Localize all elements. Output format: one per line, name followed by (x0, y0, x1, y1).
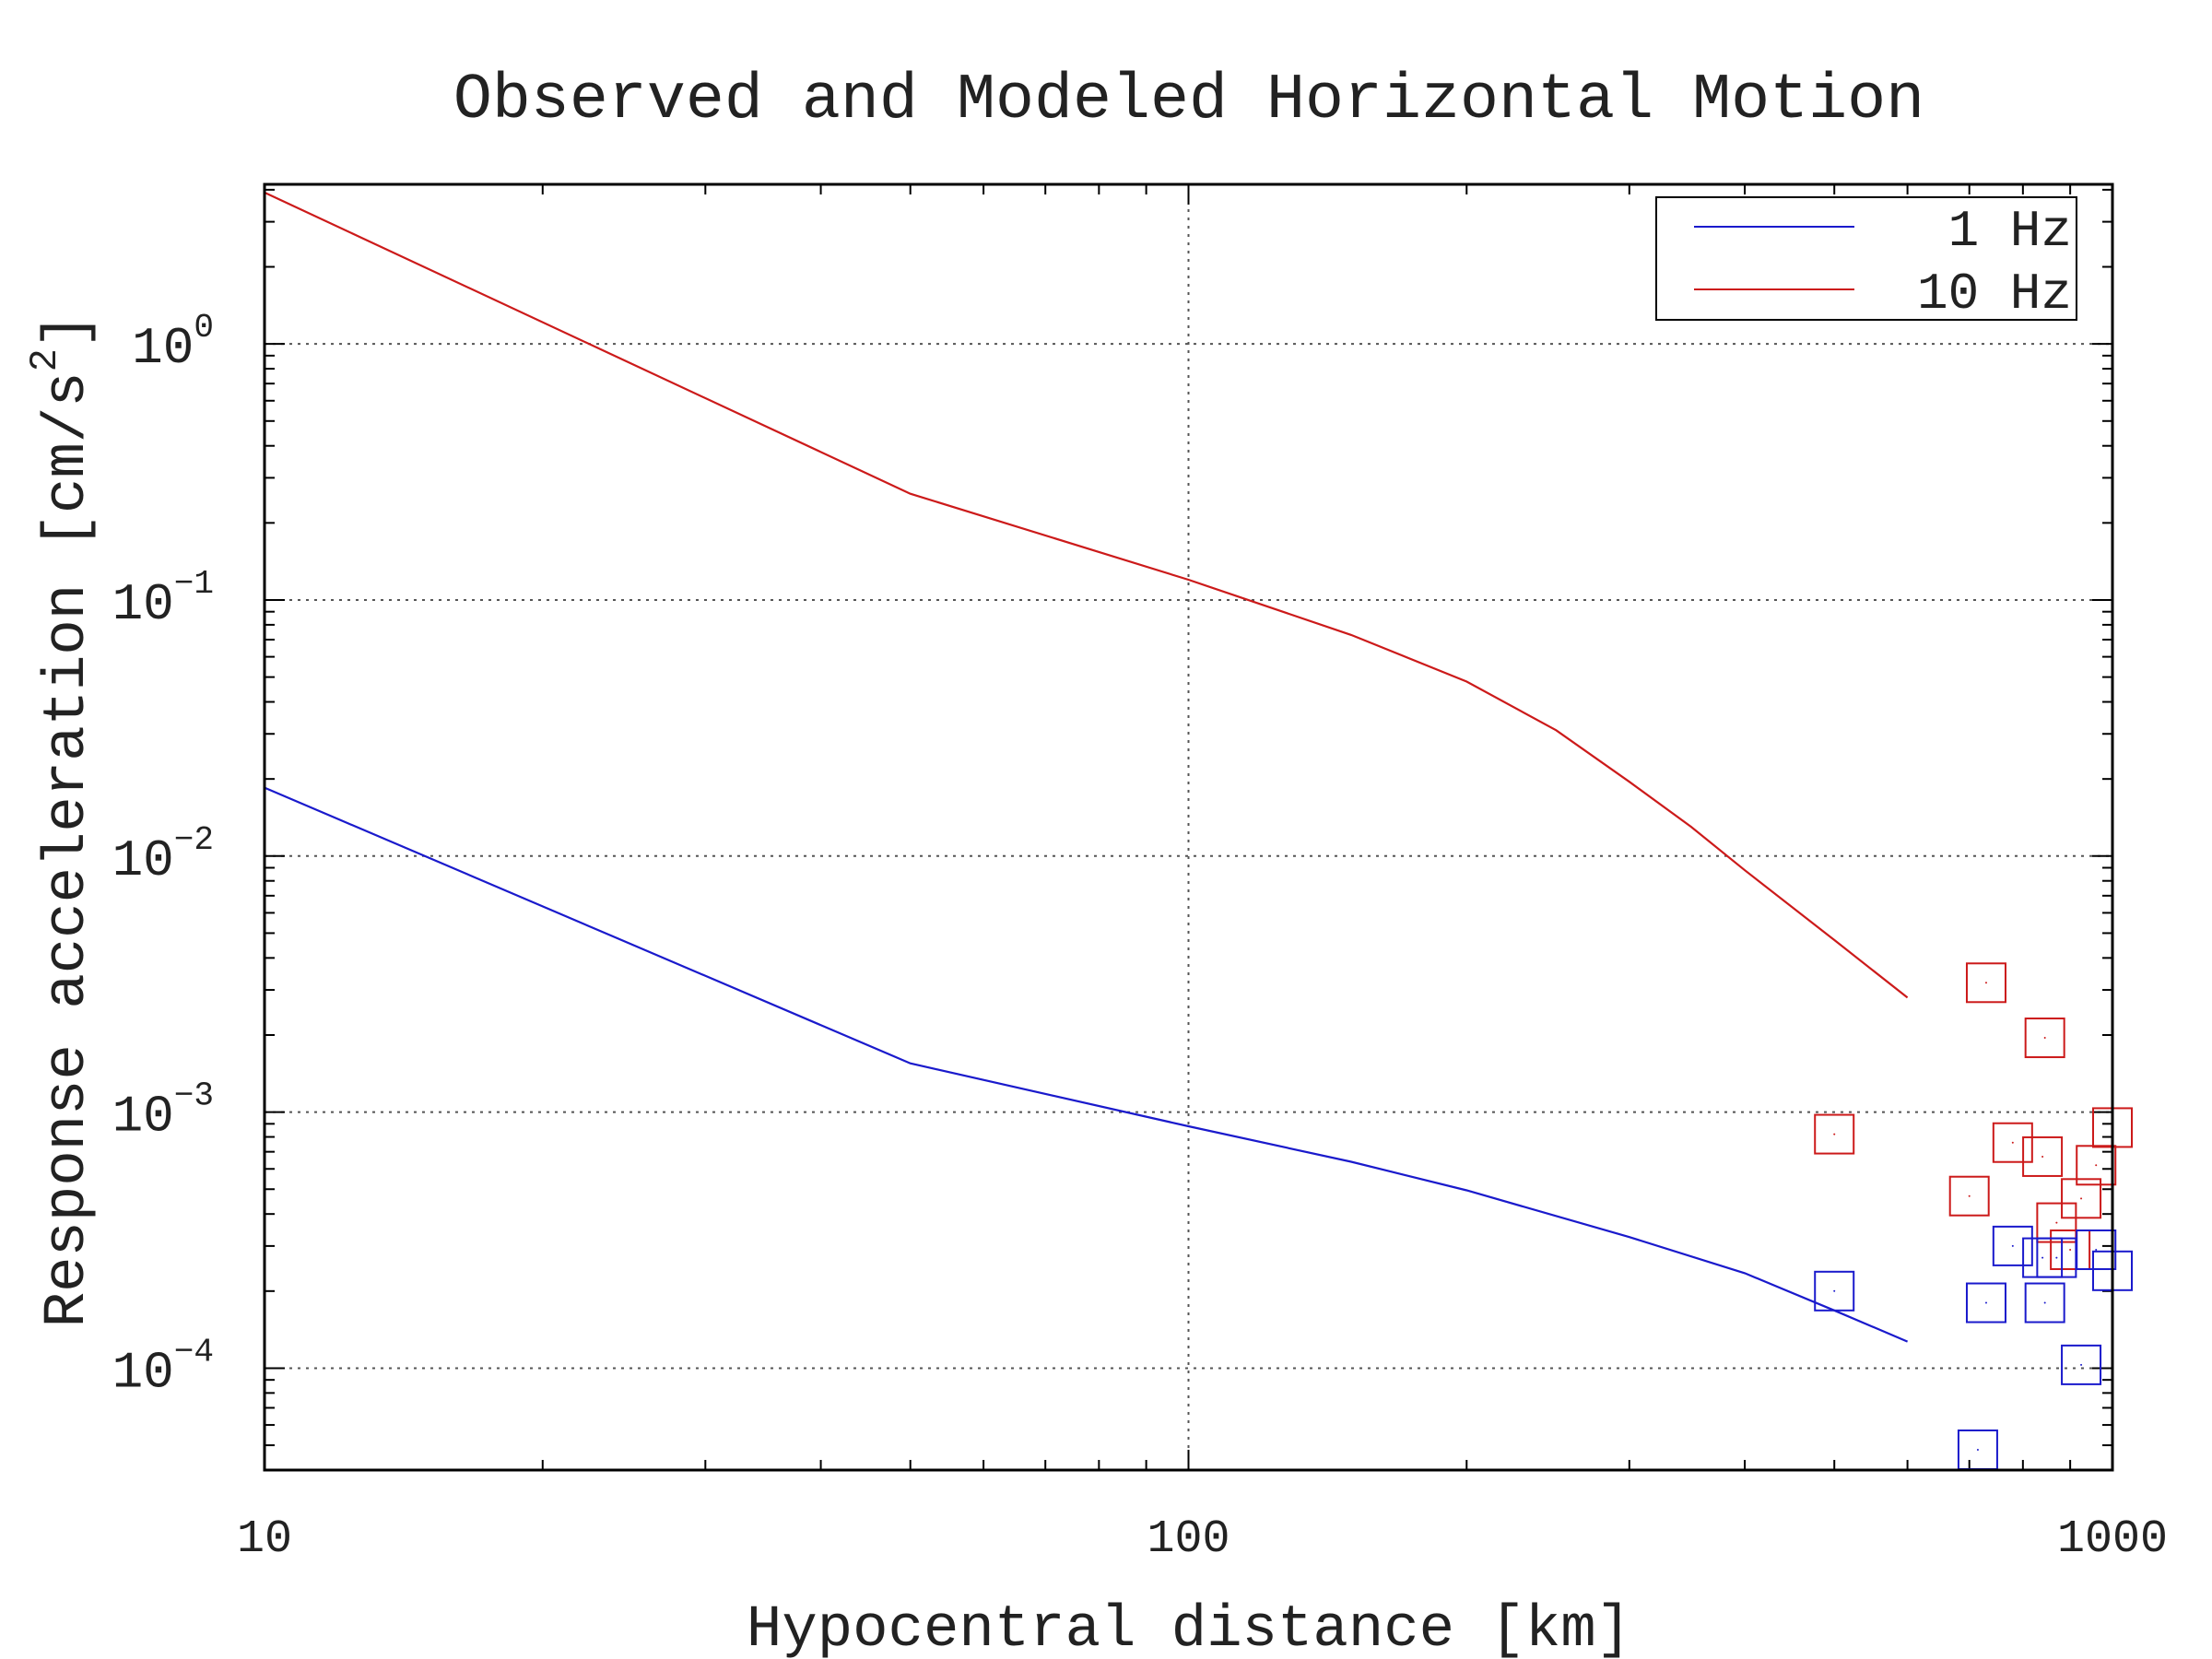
observed-point-dot (2095, 1164, 2098, 1167)
y-tick-label: 10−2 (112, 821, 214, 890)
observed-point (1814, 1113, 1855, 1155)
legend: 1 Hz 10 Hz (1655, 196, 2077, 324)
observed-point-dot (2055, 1256, 2058, 1259)
y-tick-label: 100 (132, 309, 214, 378)
observed-point-dot (1984, 1301, 1987, 1304)
series-line-1-hz (264, 786, 1909, 1343)
observed-point-dot (1984, 982, 1987, 984)
observed-point-dot (1976, 1449, 1979, 1452)
observed-point (1965, 1282, 2006, 1324)
series-line-10-hz (264, 191, 1909, 999)
x-tick-label: 100 (1147, 1513, 1230, 1566)
observed-point-dot (2069, 1248, 2072, 1251)
data-series (264, 191, 2133, 1471)
plot-frame (263, 182, 2114, 1472)
observed-point (1965, 962, 2006, 1004)
observed-point-dot (2095, 1248, 2098, 1251)
x-axis-label: Hypocentral distance [km] (747, 1597, 1631, 1659)
observed-point-dot (2043, 1301, 2046, 1304)
observed-point-dot (2041, 1256, 2044, 1259)
observed-point (1992, 1122, 2033, 1163)
observed-point (2061, 1344, 2102, 1385)
observed-point-dot (2080, 1197, 2083, 1200)
observed-point (2022, 1135, 2064, 1177)
observed-point (2061, 1178, 2102, 1219)
observed-point-dot (2080, 1363, 2083, 1366)
y-tick-labels: 100 10−1 10−2 10−3 10−4 (112, 309, 214, 1402)
observed-point-dot (2055, 1221, 2058, 1224)
observed-point (2024, 1018, 2065, 1059)
observed-point (2050, 1229, 2091, 1270)
observed-point-dot (2043, 1037, 2046, 1040)
x-tick-label: 1000 (2057, 1513, 2168, 1566)
observed-point-dot (1833, 1133, 1836, 1135)
x-tick-label: 10 (237, 1513, 292, 1566)
observed-point (1992, 1225, 2033, 1266)
observed-point-dot (2011, 1244, 2014, 1247)
legend-label-1hz: 1 Hz (1948, 202, 2072, 261)
observed-point (2024, 1282, 2065, 1324)
observed-point (2076, 1145, 2117, 1186)
observed-point-dot (1968, 1194, 1971, 1197)
chart-title: Observed and Modeled Horizontal Motion (453, 65, 1924, 137)
observed-point (2036, 1202, 2077, 1243)
legend-box (1655, 196, 2077, 321)
grid (265, 184, 2112, 1470)
observed-point-dot (2041, 1155, 2044, 1158)
x-tick-labels: 10 100 1000 (237, 1513, 2168, 1566)
y-tick-label: 10−1 (112, 565, 214, 634)
observed-point-dot (2011, 1141, 2014, 1144)
observed-point (1948, 1175, 1990, 1217)
y-tick-label: 10−3 (112, 1077, 214, 1147)
legend-label-10hz: 10 Hz (1917, 265, 2072, 324)
observed-point (2036, 1237, 2077, 1278)
y-axis-label: Response acceleration [cm/s2] (23, 313, 101, 1328)
observed-point (1814, 1270, 1855, 1312)
y-tick-label: 10−4 (112, 1333, 214, 1402)
observed-point-dot (1833, 1289, 1836, 1292)
